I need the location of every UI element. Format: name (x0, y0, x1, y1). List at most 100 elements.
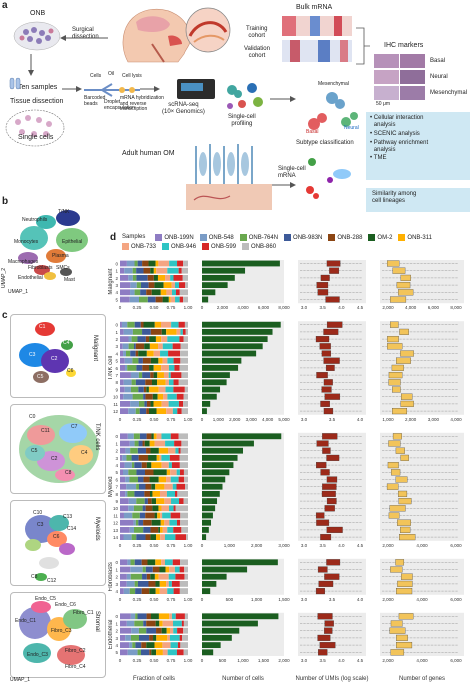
fraction-segment (173, 527, 182, 533)
fraction-segment (161, 559, 165, 566)
cluster-label: C0 (29, 414, 36, 420)
fraction-segment (153, 372, 158, 378)
cell-count-tick-label: 5,000 (278, 417, 290, 422)
fraction-segment (167, 635, 170, 641)
fraction-segment (180, 519, 188, 526)
fraction-segment (175, 491, 178, 497)
fraction-segment (120, 282, 131, 288)
similarity-box: Similarity among cell lineages (366, 188, 470, 212)
facet-background (380, 260, 464, 304)
cell-count-bar (202, 372, 230, 378)
fraction-segment (125, 491, 128, 497)
fraction-segment (180, 350, 188, 357)
category-label: 9 (115, 387, 118, 392)
fraction-segment (120, 635, 126, 641)
fraction-segment (177, 627, 184, 634)
fraction-segment (150, 267, 154, 274)
legend-label: OM-2 (377, 234, 393, 241)
fraction-segment (180, 329, 183, 335)
umi-box (316, 440, 329, 447)
gene-box (396, 588, 413, 595)
fraction-segment (120, 393, 124, 400)
fraction-segment (168, 296, 171, 303)
fraction-segment (120, 649, 128, 656)
fraction-segment (138, 350, 147, 357)
fraction-segment (136, 498, 145, 504)
fraction-segment (161, 329, 167, 335)
cell-count-tick-label: 8,000 (278, 305, 290, 310)
fraction-segment (184, 566, 188, 573)
umi-tick-label: 3.5 (329, 417, 336, 422)
fraction-segment (184, 386, 188, 393)
gene-box (398, 289, 414, 296)
fraction-segment (168, 573, 176, 580)
umi-box (326, 321, 343, 328)
umi-box (324, 573, 340, 580)
fraction-segment (149, 635, 154, 641)
fraction-segment (153, 469, 167, 476)
category-label: 4 (115, 589, 118, 594)
fraction-segment (131, 379, 136, 386)
category-label: 0 (115, 614, 118, 619)
umi-box (317, 289, 329, 296)
fraction-segment (150, 372, 154, 378)
fraction-segment (163, 372, 169, 378)
fraction-segment (127, 433, 134, 440)
arrow-right-icon-3 (270, 96, 296, 102)
category-label: 1 (115, 567, 118, 572)
fraction-segment (164, 519, 170, 526)
gene-tick-label: 2,000 (382, 305, 394, 310)
cluster-label: C13 (63, 514, 73, 520)
gene-box (387, 260, 400, 267)
fraction-segment (149, 491, 153, 497)
cluster-label: Fibro_C3 (51, 628, 72, 634)
fraction-segment (177, 260, 184, 267)
umi-box (323, 357, 340, 364)
fraction-segment (156, 649, 163, 656)
fraction-segment (150, 329, 162, 335)
fraction-segment (127, 649, 138, 656)
fraction-segment (175, 447, 179, 454)
fraction-segment (171, 321, 179, 328)
cell-count-bar (202, 321, 281, 328)
fraction-segment (180, 357, 188, 364)
fraction-segment (141, 588, 150, 594)
fraction-segment (152, 393, 158, 400)
fraction-segment (180, 559, 188, 566)
fraction-segment (123, 379, 132, 386)
fraction-segment (185, 282, 188, 288)
scale-bar-label: 50 μm (376, 101, 390, 107)
fraction-segment (148, 260, 156, 267)
fraction-segment (146, 350, 154, 357)
fraction-segment (120, 491, 126, 497)
fraction-segment (123, 512, 133, 519)
fraction-segment (146, 462, 152, 468)
fraction-segment (151, 519, 161, 526)
fraction-segment (130, 350, 136, 357)
legend-item: ONB-764N (239, 234, 278, 241)
axis-title: Fraction of cells (133, 676, 175, 682)
fraction-segment (176, 329, 181, 335)
fraction-segment (154, 512, 158, 519)
fraction-segment (136, 469, 145, 476)
barcoded-beads-label: Barcoded beads (84, 95, 106, 107)
category-label: 11 (113, 513, 118, 518)
fraction-segment (173, 275, 183, 281)
fraction-segment (177, 642, 181, 648)
cluster-label: C3 (29, 352, 36, 358)
cell-count-tick-label: 3,000 (278, 543, 290, 548)
fraction-segment (123, 329, 133, 335)
category-label: 12 (113, 409, 119, 414)
umap-panel-title: T/NK cells (93, 423, 100, 451)
fraction-segment (176, 393, 184, 400)
fraction-segment (178, 379, 188, 386)
fraction-segment (181, 408, 188, 414)
cluster-label: C7 (71, 424, 78, 430)
cluster-label: C11 (41, 428, 50, 434)
fraction-segment (136, 483, 139, 490)
fraction-segment (129, 440, 135, 447)
umi-box (321, 490, 336, 497)
fraction-segment (171, 581, 180, 587)
cell-count-bar (202, 282, 228, 288)
umap-b-scatter (18, 210, 88, 280)
